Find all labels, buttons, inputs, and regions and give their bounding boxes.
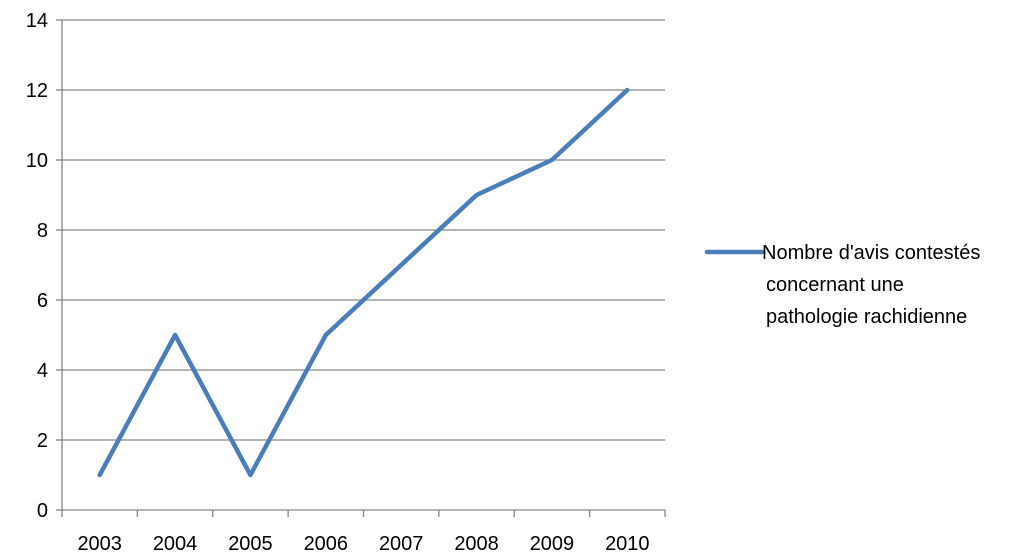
legend-label-line: Nombre d'avis contestés <box>762 242 980 264</box>
y-tick-label: 8 <box>37 220 48 242</box>
x-tick-label: 2007 <box>379 533 424 555</box>
y-tick-label: 14 <box>26 10 48 32</box>
y-tick-label: 2 <box>37 430 48 452</box>
y-tick-label: 12 <box>26 80 48 102</box>
y-tick-label: 10 <box>26 150 48 172</box>
x-tick-label: 2009 <box>530 533 575 555</box>
series-line <box>97 87 630 478</box>
x-tick-label: 2008 <box>454 533 499 555</box>
series-group <box>97 87 630 478</box>
legend-label-line: concernant une <box>766 274 904 296</box>
y-tick-label: 6 <box>37 290 48 312</box>
x-tick-label: 2003 <box>77 533 122 555</box>
x-tick-label: 2006 <box>304 533 349 555</box>
y-tick-label: 0 <box>37 500 48 522</box>
y-axis-ticks: 0 2 4 6 8 10 12 14 <box>26 10 62 522</box>
legend-label-line: pathologie rachidienne <box>766 306 967 328</box>
y-tick-label: 4 <box>37 360 48 382</box>
x-tick-label: 2004 <box>153 533 198 555</box>
legend-label: Nombre d'avis contestés concernant une pat… <box>762 242 980 328</box>
axes <box>61 20 665 511</box>
x-tick-label: 2005 <box>228 533 273 555</box>
legend: Nombre d'avis contestés concernant une pat… <box>704 242 980 328</box>
x-axis-ticks: 2003 2004 2005 2006 2007 2008 2009 2010 <box>61 510 666 555</box>
x-tick-label: 2010 <box>605 533 650 555</box>
